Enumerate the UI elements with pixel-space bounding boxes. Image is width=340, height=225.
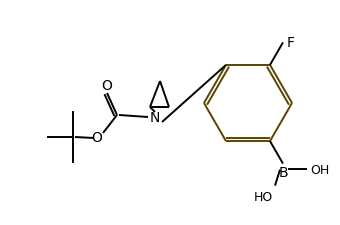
Text: N: N (150, 110, 160, 124)
Text: O: O (91, 130, 102, 144)
Text: HO: HO (254, 190, 273, 203)
Text: OH: OH (310, 163, 329, 176)
Text: O: O (102, 79, 113, 93)
Text: B: B (278, 165, 288, 179)
Text: F: F (287, 36, 295, 50)
